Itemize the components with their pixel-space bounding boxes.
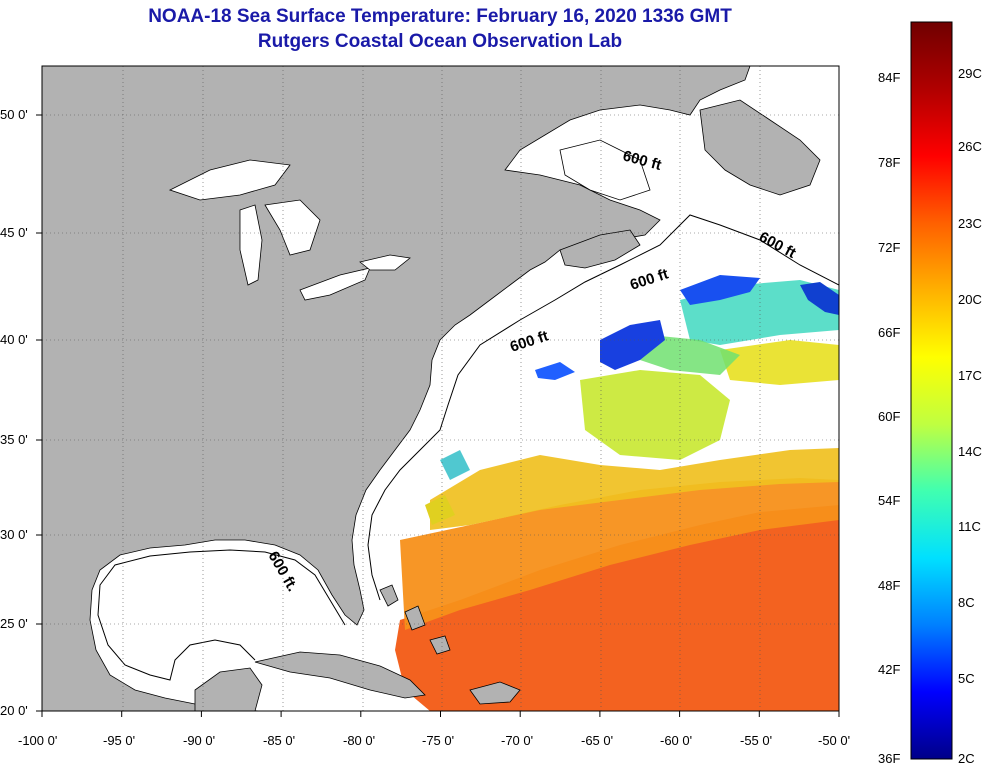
colorbar-f-label: 36F: [878, 751, 900, 766]
colorbar-c-label: 23C: [958, 216, 982, 231]
bahamas: [379, 584, 451, 655]
sst-cold-patch-1: [600, 320, 665, 370]
sst-warm-band: [395, 505, 839, 711]
lon-tick-label: -60 0': [660, 733, 692, 748]
sst-yellow-east: [720, 340, 839, 385]
colorbar-c-label: 5C: [958, 671, 975, 686]
lon-tick-label: -50 0': [818, 733, 850, 748]
lat-tick-label: 35 0': [0, 432, 28, 447]
gulf-st-lawrence: [559, 139, 651, 201]
isobath-contours: [97, 214, 839, 681]
sst-green-strip: [640, 335, 740, 375]
hispaniola: [469, 681, 521, 705]
colorbar-f-label: 48F: [878, 578, 900, 593]
colorbar-c-labels: 29C 26C 23C 20C 17C 14C 11C 8C 5C 2C: [958, 66, 982, 766]
lat-tick-label: 25 0': [0, 616, 28, 631]
colorbar: [910, 21, 953, 760]
map-layers: 600 ft 600 ft 600 ft 600 ft 600 ft.: [42, 66, 839, 711]
lat-tick-label: 40 0': [0, 332, 28, 347]
sst-orange-band: [400, 478, 839, 630]
lon-tick-label: -100 0': [18, 733, 57, 748]
sst-speckle-1: [440, 450, 470, 480]
colorbar-f-label: 72F: [878, 240, 900, 255]
lat-tick-label: 20 0': [0, 703, 28, 718]
colorbar-c-label: 29C: [958, 66, 982, 81]
north-america: [42, 66, 751, 711]
yucatan: [194, 667, 263, 711]
colorbar-c-label: 2C: [958, 751, 975, 766]
great-lakes: [168, 139, 651, 301]
lon-tick-label: -90 0': [183, 733, 215, 748]
lon-tick-label: -55 0': [740, 733, 772, 748]
colorbar-f-labels: 84F 78F 72F 66F 60F 54F 48F 42F 36F: [878, 70, 900, 766]
colorbar-c-label: 17C: [958, 368, 982, 383]
map-title: NOAA-18 Sea Surface Temperature: Februar…: [148, 6, 732, 27]
lat-tick-label: 45 0': [0, 225, 28, 240]
colorbar-c-label: 26C: [958, 139, 982, 154]
lon-axis-labels: -100 0' -95 0' -90 0' -85 0' -80 0' -75 …: [18, 733, 850, 748]
lake-erie: [299, 267, 371, 301]
lake-ontario: [359, 254, 411, 271]
lon-tick-label: -75 0': [422, 733, 454, 748]
cuba: [254, 651, 426, 699]
land: [42, 66, 821, 711]
sst-yellow-band: [430, 448, 839, 530]
sst-cold-patch-4: [800, 282, 839, 315]
sst-green-patch: [580, 370, 730, 460]
colorbar-c-label: 14C: [958, 444, 982, 459]
lon-tick-label: -65 0': [581, 733, 613, 748]
lat-tick-label: 30 0': [0, 527, 28, 542]
lon-tick-label: -70 0': [501, 733, 533, 748]
lon-tick-label: -85 0': [263, 733, 295, 748]
graticule: [42, 66, 839, 711]
newfoundland: [699, 99, 821, 196]
sst-cold-patch-3: [535, 362, 575, 380]
colorbar-f-label: 84F: [878, 70, 900, 85]
lon-tick-label: -80 0': [343, 733, 375, 748]
colorbar-f-label: 60F: [878, 409, 900, 424]
axis-ticks: [36, 114, 840, 717]
colorbar-f-label: 66F: [878, 325, 900, 340]
colorbar-c-label: 11C: [958, 519, 981, 534]
lon-tick-label: -95 0': [103, 733, 135, 748]
isobath-gulf: [97, 549, 346, 681]
isobath-atlantic: [367, 214, 839, 601]
lat-axis-labels: 50 0' 45 0' 40 0' 35 0' 30 0' 25 0' 20 0…: [0, 107, 28, 718]
nova-scotia: [559, 229, 641, 269]
colorbar-c-label: 20C: [958, 292, 982, 307]
lake-michigan: [239, 204, 263, 286]
colorbar-f-label: 78F: [878, 155, 900, 170]
colorbar-f-label: 42F: [878, 662, 900, 677]
colorbar-c-label: 8C: [958, 595, 975, 610]
sst-swaths: [395, 275, 839, 711]
sst-speckle-2: [425, 495, 455, 525]
lake-superior: [168, 159, 291, 201]
colorbar-f-label: 54F: [878, 493, 900, 508]
map-subtitle: Rutgers Coastal Ocean Observation Lab: [257, 31, 623, 52]
sst-cold-patch-2: [680, 275, 760, 305]
lat-tick-label: 50 0': [0, 107, 28, 122]
lake-huron: [264, 199, 321, 256]
